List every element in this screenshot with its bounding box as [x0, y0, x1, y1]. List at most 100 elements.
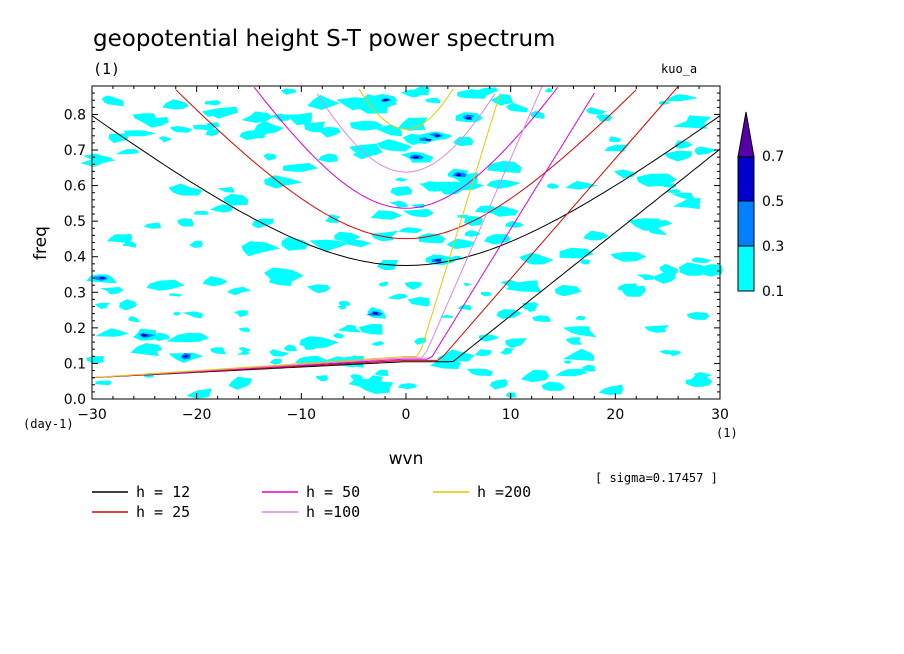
plot-frame [91, 85, 721, 400]
contour-cell [239, 129, 266, 140]
contour-cell [436, 349, 475, 362]
contour-cell [575, 315, 585, 321]
contour-cell [453, 136, 474, 146]
contour-cell [402, 208, 434, 218]
y-tick-label: 0.5 [64, 214, 86, 230]
contour-cell [206, 106, 239, 119]
contour-cell [193, 210, 209, 215]
contour-cell [418, 182, 449, 192]
contour-cell [555, 368, 588, 377]
legend-label: h = 50 [306, 483, 360, 501]
contour-cell [686, 312, 710, 320]
contour-cell [389, 200, 408, 208]
contour-cell [226, 286, 252, 296]
contour-cell [136, 117, 169, 128]
contour-cell [580, 259, 591, 265]
contour-cell [598, 384, 623, 395]
x-tick-label: 0 [402, 407, 411, 423]
contour-cell [505, 392, 517, 398]
contour-cell [562, 348, 595, 361]
contour-cell [474, 349, 492, 357]
contour-cell [563, 360, 571, 364]
contour-cell [217, 187, 235, 193]
contour-cell [644, 325, 669, 333]
contour-cell [520, 369, 550, 383]
contour-cell [466, 368, 494, 376]
contour-cell [168, 183, 203, 196]
contour-cell [491, 205, 519, 217]
contour-cell [264, 267, 304, 283]
contour-cell [192, 124, 215, 131]
contour-cell [241, 111, 273, 123]
y-tick-label: 0.8 [64, 107, 86, 123]
contour-cell [241, 241, 281, 257]
contour-cell [387, 293, 408, 300]
contour-cell [490, 94, 514, 106]
contour-cell [146, 279, 185, 291]
x-tick-label: 20 [606, 407, 624, 423]
contour-cell [269, 349, 290, 357]
contour-cell [169, 126, 193, 133]
contour-cell [86, 356, 105, 364]
contour-cell-high [411, 156, 419, 159]
contour-cell [100, 287, 124, 295]
contour-cell [238, 327, 250, 332]
colorbar-label: 0.3 [762, 239, 784, 255]
contour-cell [672, 198, 701, 210]
contour-cell [210, 204, 234, 213]
contour-cell [609, 136, 622, 142]
contour-cell [404, 281, 422, 290]
contour-cell [694, 146, 717, 156]
contour-cell-high [455, 173, 462, 177]
contour-cell [228, 376, 252, 390]
contour-cell-high [435, 134, 441, 137]
legend-label: h =200 [477, 483, 531, 501]
colorbar-arrow [737, 111, 755, 158]
ig-curve-2 [253, 86, 559, 209]
contour-cell [500, 279, 521, 290]
contour-cell [500, 347, 514, 355]
colorbar-segment [737, 245, 755, 292]
contour-cell [478, 334, 500, 342]
y-tick-label: 0.1 [64, 356, 86, 372]
contour-cell [546, 183, 560, 189]
y-axis-label: freq [31, 226, 51, 260]
contour-cell [544, 88, 553, 93]
contour-cell [489, 379, 508, 390]
contour-cell [106, 233, 133, 243]
contour-cell [689, 375, 713, 387]
ig-curve-0 [91, 115, 721, 267]
contour-cell [108, 133, 129, 143]
legend-label: h =100 [306, 503, 360, 521]
contour-cell [210, 347, 226, 355]
contour-cell [162, 99, 190, 110]
chart-subtitle-left: (1) [93, 60, 120, 78]
contour-cell [80, 155, 116, 167]
contour-cell [397, 383, 417, 390]
contour-cell [333, 333, 344, 339]
contour-cell [280, 88, 297, 95]
contour-cell [370, 210, 402, 220]
contour-cell [518, 252, 554, 265]
contour-cell [95, 302, 111, 309]
colorbar-label: 0.1 [762, 284, 784, 300]
contour-cell [337, 305, 347, 310]
contour-cell [359, 324, 383, 335]
contour-cell [378, 281, 389, 287]
contour-cell [398, 117, 428, 131]
contour-cell [674, 140, 693, 149]
contour-cell [562, 326, 597, 338]
contour-cell [370, 341, 385, 346]
contour-cell [95, 380, 112, 386]
contour-cell [565, 337, 582, 345]
contour-cell [610, 252, 647, 262]
contour-cell [306, 284, 331, 294]
contour-cell [349, 120, 384, 131]
contour-cell [505, 280, 542, 292]
contour-cell [667, 189, 681, 194]
contour-cell [486, 179, 521, 189]
colorbar-label: 0.5 [762, 194, 784, 210]
chart-title: geopotential height S-T power spectrum [93, 26, 555, 52]
contour-cell [204, 100, 222, 106]
contour-cell [172, 311, 181, 316]
